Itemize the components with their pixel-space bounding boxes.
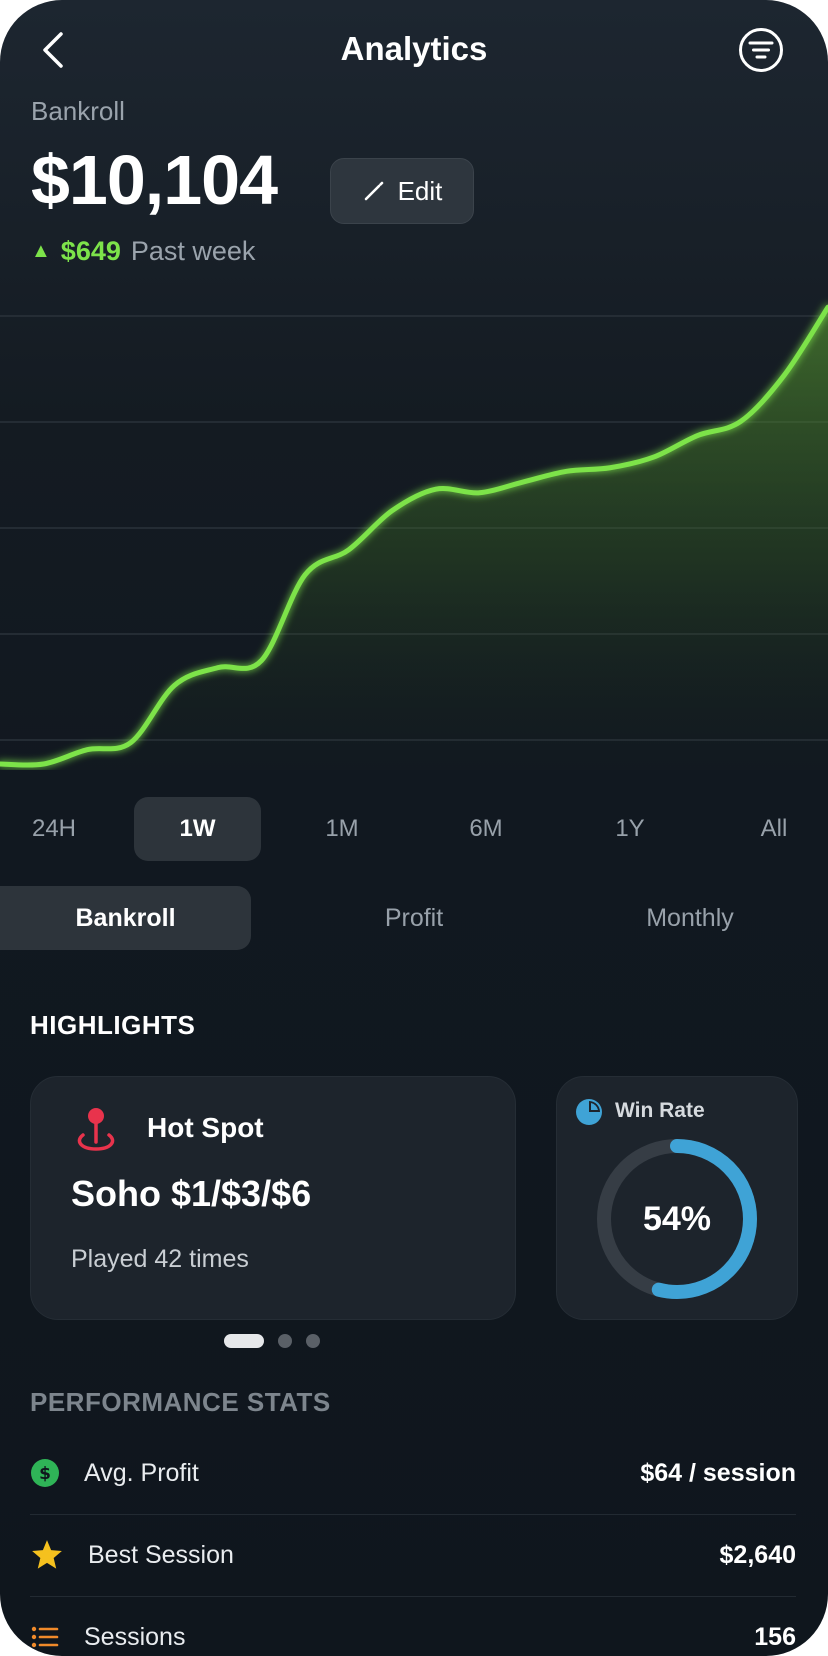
- chart-line: [0, 304, 828, 768]
- win-rate-value: 54%: [642, 1200, 712, 1238]
- stat-row-avg-profit[interactable]: $ Avg. Profit $64 / session: [30, 1432, 796, 1515]
- win-rate-ring: [597, 1139, 757, 1299]
- range-tab-all[interactable]: All: [760, 815, 788, 842]
- win-rate-progress: [597, 1139, 757, 1299]
- bankroll-amount: $10,104: [31, 141, 278, 219]
- stat-label: Sessions: [84, 1622, 186, 1651]
- pager-dot[interactable]: [278, 1334, 292, 1348]
- hot-spot-title: Hot Spot: [147, 1112, 264, 1143]
- segment-tab-bankroll[interactable]: Bankroll: [0, 886, 251, 950]
- chart-segment-control: Bankroll Profit Monthly: [0, 886, 828, 950]
- range-tab-1y[interactable]: 1Y: [615, 815, 645, 842]
- page-title: Analytics: [340, 30, 488, 67]
- stat-row-best-session[interactable]: Best Session $2,640: [30, 1514, 796, 1597]
- stat-label: Best Session: [88, 1540, 234, 1569]
- pager-dot[interactable]: [224, 1334, 264, 1348]
- hot-spot-name: Soho $1/$3/$6: [71, 1173, 312, 1214]
- pencil-icon: [364, 181, 383, 201]
- bankroll-label: Bankroll: [31, 96, 125, 126]
- filter-menu-button[interactable]: [738, 27, 784, 73]
- chevron-left-icon: [43, 32, 63, 68]
- range-tab-6m[interactable]: 6M: [469, 815, 503, 842]
- segment-tab-monthly[interactable]: Monthly: [646, 904, 734, 932]
- segment-tab-profit[interactable]: Profit: [384, 904, 444, 932]
- filter-menu-icon: [739, 28, 783, 72]
- star-icon: [32, 1540, 62, 1569]
- hot-spot-card[interactable]: Hot Spot Soho $1/$3/$6 Played 42 times: [30, 1076, 516, 1320]
- dollar-coin-icon: $: [31, 1459, 59, 1487]
- bankroll-chart: [0, 304, 828, 770]
- range-tab-24h[interactable]: 24H: [31, 815, 77, 842]
- chart-area: [0, 307, 828, 770]
- pager-dot[interactable]: [306, 1334, 320, 1348]
- performance-title: PERFORMANCE STATS: [30, 1387, 331, 1417]
- stat-value: $64 / session: [640, 1459, 796, 1487]
- stat-value: $2,640: [719, 1541, 796, 1569]
- win-rate-title: Win Rate: [615, 1099, 705, 1122]
- range-tab-1w[interactable]: 1W: [134, 797, 261, 861]
- change-period: Past week: [130, 236, 256, 266]
- change-value: $649: [60, 236, 121, 266]
- stat-row-sessions[interactable]: Sessions 156: [30, 1596, 796, 1656]
- up-triangle-icon: ▲: [31, 240, 51, 262]
- highlights-title: HIGHLIGHTS: [30, 1010, 196, 1040]
- hot-spot-detail: Played 42 times: [71, 1245, 249, 1273]
- list-icon: [31, 1626, 59, 1648]
- svg-text:$: $: [39, 1464, 51, 1484]
- stat-label: Avg. Profit: [84, 1458, 199, 1487]
- edit-button[interactable]: Edit: [330, 158, 474, 224]
- time-range-selector: 24H 1W 1M 6M 1Y All: [0, 797, 828, 861]
- win-rate-card[interactable]: Win Rate 54%: [556, 1076, 798, 1320]
- location-pin-icon: [77, 1108, 115, 1151]
- edit-label: Edit: [397, 175, 443, 206]
- stat-value: 156: [754, 1623, 796, 1651]
- back-button[interactable]: [36, 28, 76, 72]
- bankroll-change: ▲ $649 Past week: [31, 236, 255, 267]
- pie-chart-icon: [576, 1099, 602, 1125]
- range-tab-1m[interactable]: 1M: [325, 815, 359, 842]
